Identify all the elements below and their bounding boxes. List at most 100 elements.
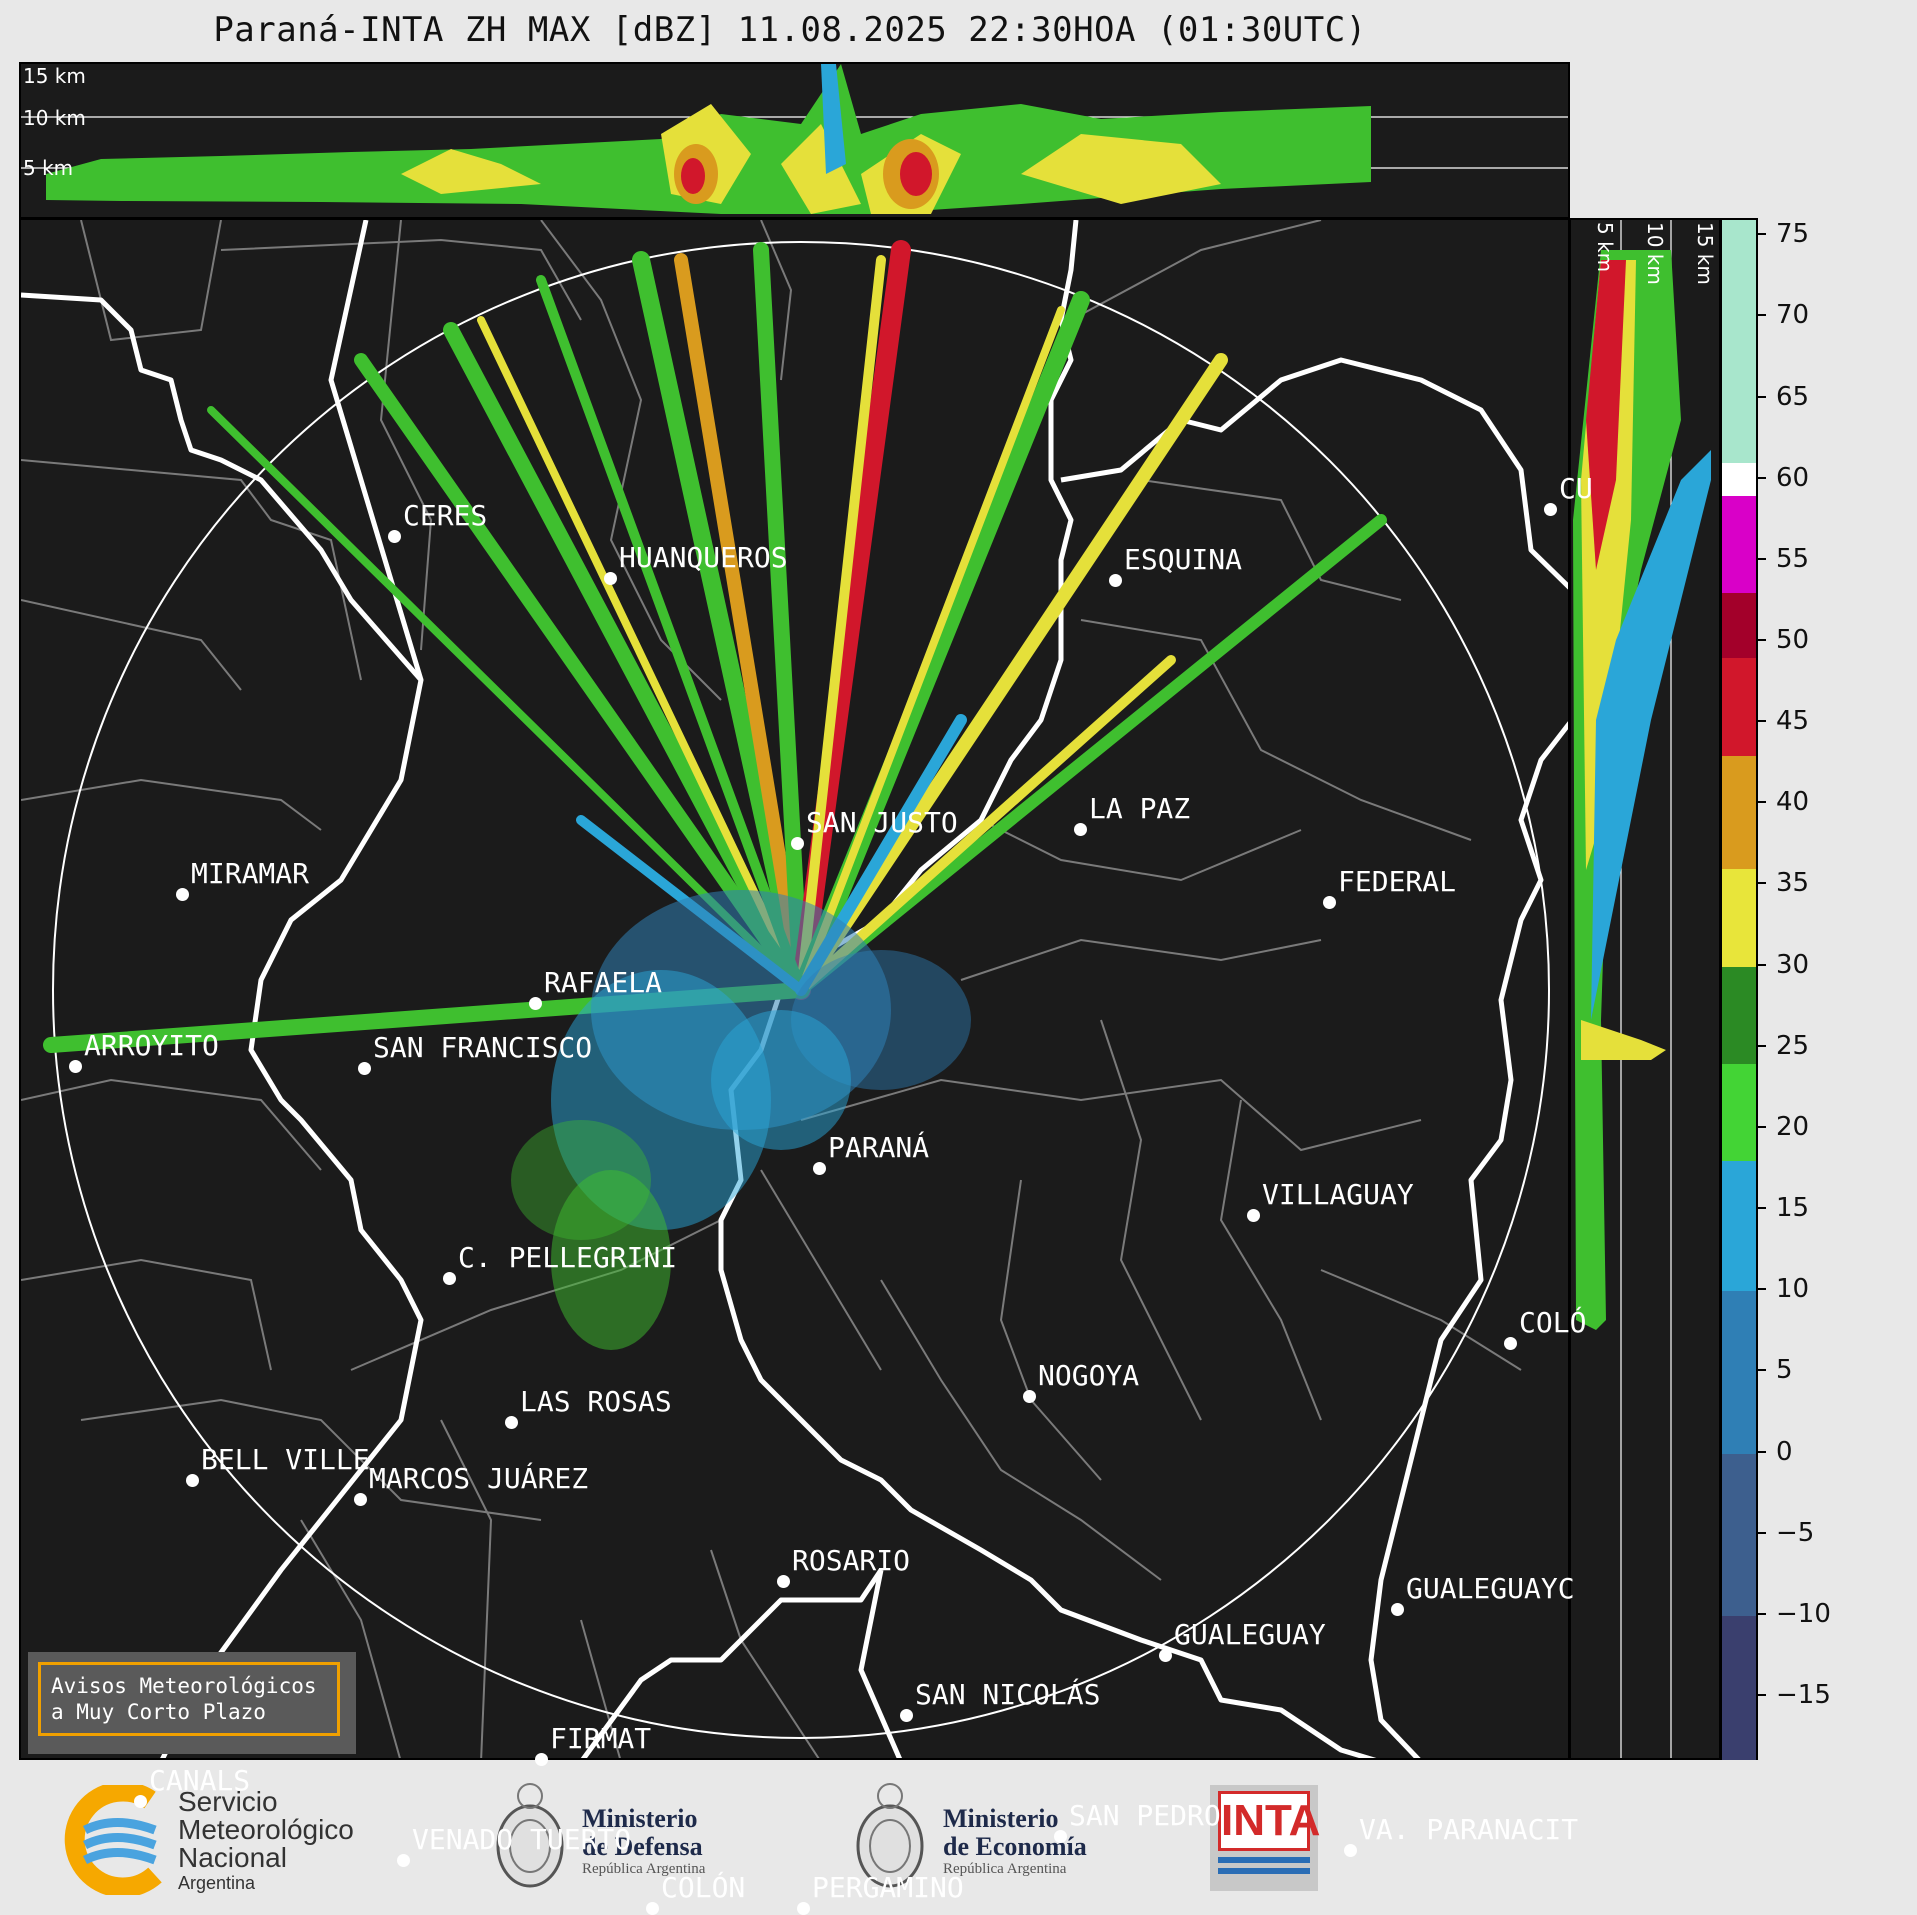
- side-label-15km: 15 km: [1693, 222, 1717, 285]
- top-cross-section-graphic: [21, 64, 1568, 214]
- city-label: FEDERAL: [1338, 865, 1457, 898]
- smn-line3: Nacional: [178, 1842, 287, 1873]
- smn-line2: Meteorológico: [178, 1814, 354, 1845]
- colorbar-segment: [1722, 495, 1756, 594]
- economia-logo-text: Ministerio de Economía República Argenti…: [943, 1805, 1087, 1878]
- city-label: SAN NICOLÁS: [915, 1678, 1101, 1711]
- side-label-10km: 10 km: [1643, 222, 1667, 285]
- city-dot-icon: [186, 1474, 199, 1487]
- city-label: SAN PEDRO: [1069, 1799, 1221, 1832]
- colorbar-segment: [1722, 966, 1756, 1065]
- economia-line3: República Argentina: [943, 1861, 1067, 1877]
- colorbar-tick-label: 10: [1776, 1274, 1810, 1305]
- city-label: COLÓN: [661, 1871, 746, 1904]
- city-label: HUANQUEROS: [619, 541, 788, 574]
- colorbar-tick-label: 15: [1776, 1193, 1810, 1224]
- smn-logo-text: Servicio Meteorológico Nacional Argentin…: [178, 1788, 354, 1894]
- city-dot-icon: [1159, 1649, 1172, 1662]
- city-label: ROSARIO: [792, 1544, 911, 1577]
- city-label: VILLAGUAY: [1262, 1178, 1414, 1211]
- colorbar-tick-label: 0: [1776, 1436, 1793, 1467]
- city-dot-icon: [176, 888, 189, 901]
- city-dot-icon: [354, 1493, 367, 1506]
- defensa-line3: República Argentina: [582, 1861, 706, 1877]
- city-dot-icon: [1391, 1603, 1404, 1616]
- city-label: ESQUINA: [1124, 543, 1243, 576]
- city-label: BELL VILLE: [201, 1443, 370, 1476]
- notice-frame: Avisos Meteorológicos a Muy Corto Plazo: [38, 1662, 340, 1736]
- city-dot-icon: [134, 1795, 147, 1808]
- city-label: COLÓ: [1519, 1306, 1587, 1339]
- city-dot-icon: [791, 837, 804, 850]
- city-label: CANALS: [149, 1764, 251, 1797]
- city-dot-icon: [813, 1162, 826, 1175]
- page-title: Paraná-INTA ZH MAX [dBZ] 11.08.2025 22:3…: [213, 10, 1367, 50]
- city-label: FIRMAT: [550, 1722, 652, 1755]
- radar-scatter: [511, 890, 971, 1350]
- defensa-line2: de Defensa: [582, 1832, 703, 1861]
- notice-box: Avisos Meteorológicos a Muy Corto Plazo: [28, 1652, 356, 1754]
- city-label: PARANÁ: [828, 1131, 930, 1164]
- colorbar-tick-label: 25: [1776, 1030, 1810, 1061]
- colorbar-segment: [1722, 1453, 1756, 1616]
- city-dot-icon: [1544, 503, 1557, 516]
- colorbar-segment: [1722, 869, 1756, 967]
- height-label-10km: 10 km: [23, 106, 86, 130]
- city-label: VENADO TUERTO: [412, 1823, 632, 1856]
- radar-map-graphic: [21, 220, 1568, 1758]
- city-label: ARROYITO: [84, 1029, 219, 1062]
- colorbar-segment: [1722, 1291, 1756, 1454]
- city-label: C. PELLEGRINI: [458, 1241, 678, 1274]
- city-dot-icon: [1109, 574, 1122, 587]
- economia-line1: Ministerio: [943, 1804, 1059, 1833]
- city-dot-icon: [505, 1416, 518, 1429]
- city-dot-icon: [1054, 1830, 1067, 1843]
- colorbar-segment: [1722, 755, 1756, 870]
- colorbar-tick-label: 75: [1776, 219, 1810, 250]
- smn-line1: Servicio: [178, 1786, 278, 1817]
- city-dot-icon: [69, 1060, 82, 1073]
- footer-logos: Servicio Meteorológico Nacional Argentin…: [0, 1760, 1917, 1909]
- colorbar-tick-label: −5: [1776, 1517, 1815, 1548]
- colorbar-tick-label: 20: [1776, 1111, 1810, 1142]
- colorbar-tick-label: −15: [1776, 1680, 1831, 1711]
- side-label-5km: 5 km: [1593, 222, 1617, 273]
- city-label: LA PAZ: [1089, 792, 1191, 825]
- city-dot-icon: [1504, 1337, 1517, 1350]
- city-label: MIRAMAR: [191, 857, 310, 890]
- city-label: NOGOYA: [1038, 1359, 1140, 1392]
- colorbar-tick-label: 45: [1776, 706, 1810, 737]
- radar-echo-beams: [43, 240, 1387, 1053]
- colorbar-segment: [1722, 220, 1756, 464]
- colorbar-segment: [1722, 1161, 1756, 1292]
- notice-line1: Avisos Meteorológicos: [51, 1674, 317, 1698]
- city-label: SAN FRANCISCO: [373, 1031, 593, 1064]
- colorbar: [1720, 218, 1758, 1762]
- height-label-15km: 15 km: [23, 64, 86, 88]
- city-dot-icon: [443, 1272, 456, 1285]
- colorbar-tick-label: 60: [1776, 462, 1810, 493]
- inta-logo: INTA: [1210, 1785, 1320, 1891]
- colorbar-tick-label: 30: [1776, 949, 1810, 980]
- colorbar-tick-label: 40: [1776, 787, 1810, 818]
- economia-seal-icon: [856, 1783, 924, 1888]
- colorbar-tick-label: 5: [1776, 1355, 1793, 1386]
- defensa-logo-text: Ministerio de Defensa República Argentin…: [582, 1805, 705, 1878]
- city-dot-icon: [388, 530, 401, 543]
- colorbar-segment: [1722, 463, 1756, 496]
- colorbar-tick-label: 50: [1776, 625, 1810, 656]
- radar-range-ring: [52, 241, 1550, 1739]
- city-label: GUALEGUAYC: [1406, 1572, 1575, 1605]
- defensa-seal-icon: [496, 1783, 564, 1888]
- top-cross-section: 15 km 10 km 5 km: [19, 62, 1570, 219]
- colorbar-tick-label: 35: [1776, 868, 1810, 899]
- side-cross-section-graphic: [1573, 220, 1711, 1758]
- city-label: SAN JUSTO: [806, 806, 958, 839]
- city-dot-icon: [1023, 1390, 1036, 1403]
- smn-logo-icon: [64, 1785, 162, 1895]
- city-label: CERES: [403, 499, 488, 532]
- colorbar-segment: [1722, 658, 1756, 756]
- smn-line4: Argentina: [178, 1873, 256, 1893]
- inta-logo-text: INTA: [1218, 1791, 1320, 1851]
- colorbar-tick-label: −10: [1776, 1598, 1831, 1629]
